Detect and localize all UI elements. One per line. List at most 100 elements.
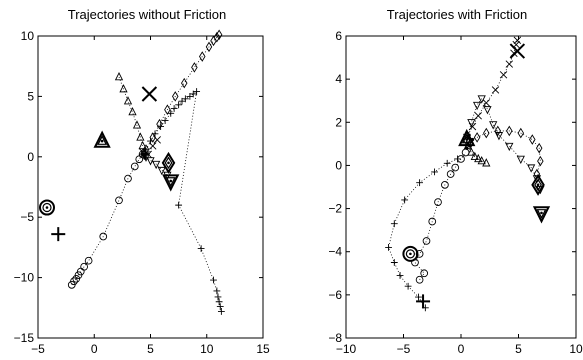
trajectory-line <box>145 34 220 150</box>
data-point <box>454 155 461 163</box>
data-point <box>175 101 183 109</box>
data-point <box>494 125 502 137</box>
data-point <box>140 152 145 157</box>
trajectory-line <box>414 152 466 280</box>
y-tick-label: 5 <box>27 89 34 103</box>
plot-frame <box>37 35 264 339</box>
series-dot <box>465 133 475 150</box>
trajectory-line <box>388 158 458 309</box>
start-center-dot <box>540 211 543 215</box>
data-point <box>477 95 486 104</box>
start-marker <box>51 227 66 242</box>
start-center-dot <box>167 161 170 165</box>
data-point <box>164 104 171 115</box>
series-x <box>463 36 526 142</box>
trajectory-line <box>145 156 168 176</box>
start-marker <box>402 245 419 262</box>
y-tick-label: −5 <box>20 210 34 224</box>
y-tick-label: 6 <box>335 29 342 43</box>
x-tick-label: 5 <box>147 342 154 356</box>
data-point <box>527 164 536 173</box>
data-point <box>114 71 124 81</box>
data-point <box>489 121 498 130</box>
data-point <box>217 308 225 315</box>
x-tick-label: −5 <box>31 342 45 356</box>
data-point <box>517 127 525 139</box>
start-marker <box>141 86 158 102</box>
data-point <box>536 185 545 195</box>
data-point <box>199 51 206 62</box>
data-point <box>467 119 476 128</box>
data-point <box>422 237 431 245</box>
data-point <box>80 262 88 271</box>
data-point <box>482 158 491 167</box>
data-point <box>468 144 472 148</box>
start-marker <box>531 173 545 196</box>
data-point <box>537 155 544 167</box>
start-center-dot <box>100 139 104 143</box>
data-point <box>210 276 217 284</box>
start-marker <box>93 130 111 148</box>
data-point <box>161 117 169 124</box>
x-tick-label: 0 <box>91 342 98 356</box>
data-point <box>505 142 514 152</box>
series-diamond <box>465 125 545 196</box>
data-point <box>143 156 147 160</box>
data-point <box>70 277 78 286</box>
data-point <box>197 245 205 253</box>
data-point <box>149 142 157 150</box>
data-point <box>474 112 482 120</box>
data-point <box>390 220 398 228</box>
data-point <box>181 95 189 103</box>
y-tick-label: 0 <box>27 150 34 164</box>
chart-title: Trajectories without Friction <box>68 7 226 22</box>
data-point <box>483 106 492 115</box>
data-point <box>465 146 469 150</box>
x-tick-label: 10 <box>200 342 214 356</box>
x-tick-label: −5 <box>397 342 411 356</box>
data-point <box>420 269 429 278</box>
y-tick-label: −4 <box>328 245 342 259</box>
start-marker <box>162 174 180 192</box>
data-point <box>446 170 455 178</box>
data-point <box>416 179 423 187</box>
data-point <box>477 156 486 165</box>
data-point <box>157 166 166 176</box>
start-center-dot <box>169 179 173 183</box>
data-point <box>136 132 145 141</box>
data-point <box>143 149 147 153</box>
data-point <box>482 99 491 107</box>
trajectory-line <box>118 76 144 147</box>
y-tick-label: −15 <box>14 331 35 345</box>
data-point <box>193 88 201 95</box>
start-center-dot <box>409 252 412 256</box>
data-point <box>153 136 161 144</box>
data-point <box>215 29 223 41</box>
data-point <box>483 127 490 139</box>
data-point <box>151 130 159 138</box>
data-point <box>128 107 137 116</box>
x-tick-label: 10 <box>569 342 583 356</box>
data-point <box>506 125 513 137</box>
data-point <box>390 259 398 266</box>
y-tick-label: 2 <box>335 115 342 129</box>
data-point <box>516 155 525 165</box>
series-triangle-down <box>462 95 551 224</box>
start-marker-inner <box>42 202 52 213</box>
start-marker-inner <box>165 177 176 188</box>
series-circle <box>402 148 470 284</box>
data-point <box>529 134 536 145</box>
data-point <box>441 180 449 189</box>
start-center-dot <box>45 206 49 209</box>
trajectory-line <box>468 130 541 175</box>
data-point <box>451 163 460 172</box>
data-point <box>404 282 412 290</box>
series-plus <box>385 155 461 312</box>
data-point <box>214 293 222 301</box>
data-point <box>138 140 147 150</box>
data-point <box>434 198 442 206</box>
data-point <box>385 244 392 251</box>
y-tick-label: 4 <box>335 72 342 86</box>
start-marker-inner <box>164 156 173 170</box>
